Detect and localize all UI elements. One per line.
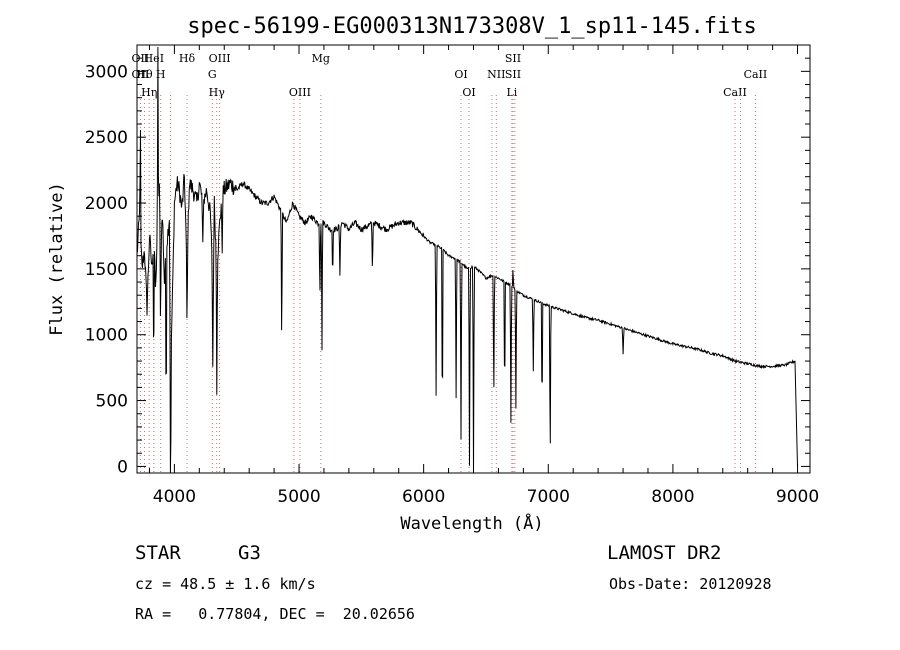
x-tick-label: 7000 — [527, 487, 570, 507]
spectrum-series — [136, 46, 798, 474]
line-marker-label: SII — [505, 52, 521, 65]
redshift-cz: cz = 48.5 ± 1.6 km/s — [135, 575, 316, 593]
line-marker-label: CaII — [723, 86, 747, 99]
line-marker-label: H — [156, 68, 166, 81]
line-marker-label: Li — [506, 86, 517, 99]
line-marker-label: OI — [462, 86, 475, 99]
x-axis-label: Wavelength (Å) — [400, 512, 543, 534]
y-axis: 0 500 1000 1500 2000 2500 3000 — [85, 57, 810, 477]
x-tick-label: 9000 — [776, 487, 819, 507]
line-marker-label: Mg — [312, 52, 330, 65]
y-tick-label: 2500 — [85, 128, 128, 148]
spectrum-line — [136, 46, 798, 474]
object-type: STAR — [135, 542, 181, 564]
emission-line-markers: OIIOIIHθHηHeIHHδGHγOIIIOIIIMgOIOINIILiSI… — [132, 52, 768, 473]
line-marker-label: NII — [487, 68, 505, 81]
chart-title: spec-56199-EG000313N173308V_1_sp11-145.f… — [187, 14, 757, 39]
line-marker-label: CaII — [744, 68, 768, 81]
line-marker-label: Hθ — [136, 68, 153, 81]
x-tick-label: 4000 — [153, 487, 196, 507]
x-tick-label: 8000 — [651, 487, 694, 507]
x-tick-label: 6000 — [402, 487, 445, 507]
y-tick-label: 3000 — [85, 62, 128, 82]
coordinates: RA = 0.77804, DEC = 20.02656 — [135, 605, 415, 623]
y-tick-label: 1000 — [85, 326, 128, 346]
subclass: G3 — [238, 542, 261, 564]
line-marker-label: HeI — [144, 52, 164, 65]
y-tick-label: 1500 — [85, 260, 128, 280]
x-axis: 4000 5000 6000 7000 8000 9000 — [148, 45, 819, 507]
y-tick-label: 0 — [117, 457, 128, 477]
line-marker-label: Hδ — [179, 52, 196, 65]
line-marker-label: OIII — [289, 86, 311, 99]
line-marker-label: OIII — [209, 52, 231, 65]
survey-name: LAMOST DR2 — [607, 542, 722, 564]
x-tick-label: 5000 — [277, 487, 320, 507]
y-tick-label: 2000 — [85, 194, 128, 214]
line-marker-label: SII — [505, 68, 521, 81]
line-marker-label: Hγ — [209, 86, 226, 99]
line-marker-label: G — [208, 68, 217, 81]
y-axis-label: Flux (relative) — [47, 182, 67, 336]
obs-date: Obs-Date: 20120928 — [609, 575, 772, 593]
y-tick-label: 500 — [96, 392, 128, 412]
line-marker-label: OI — [454, 68, 467, 81]
line-marker-label: Hη — [141, 86, 157, 99]
